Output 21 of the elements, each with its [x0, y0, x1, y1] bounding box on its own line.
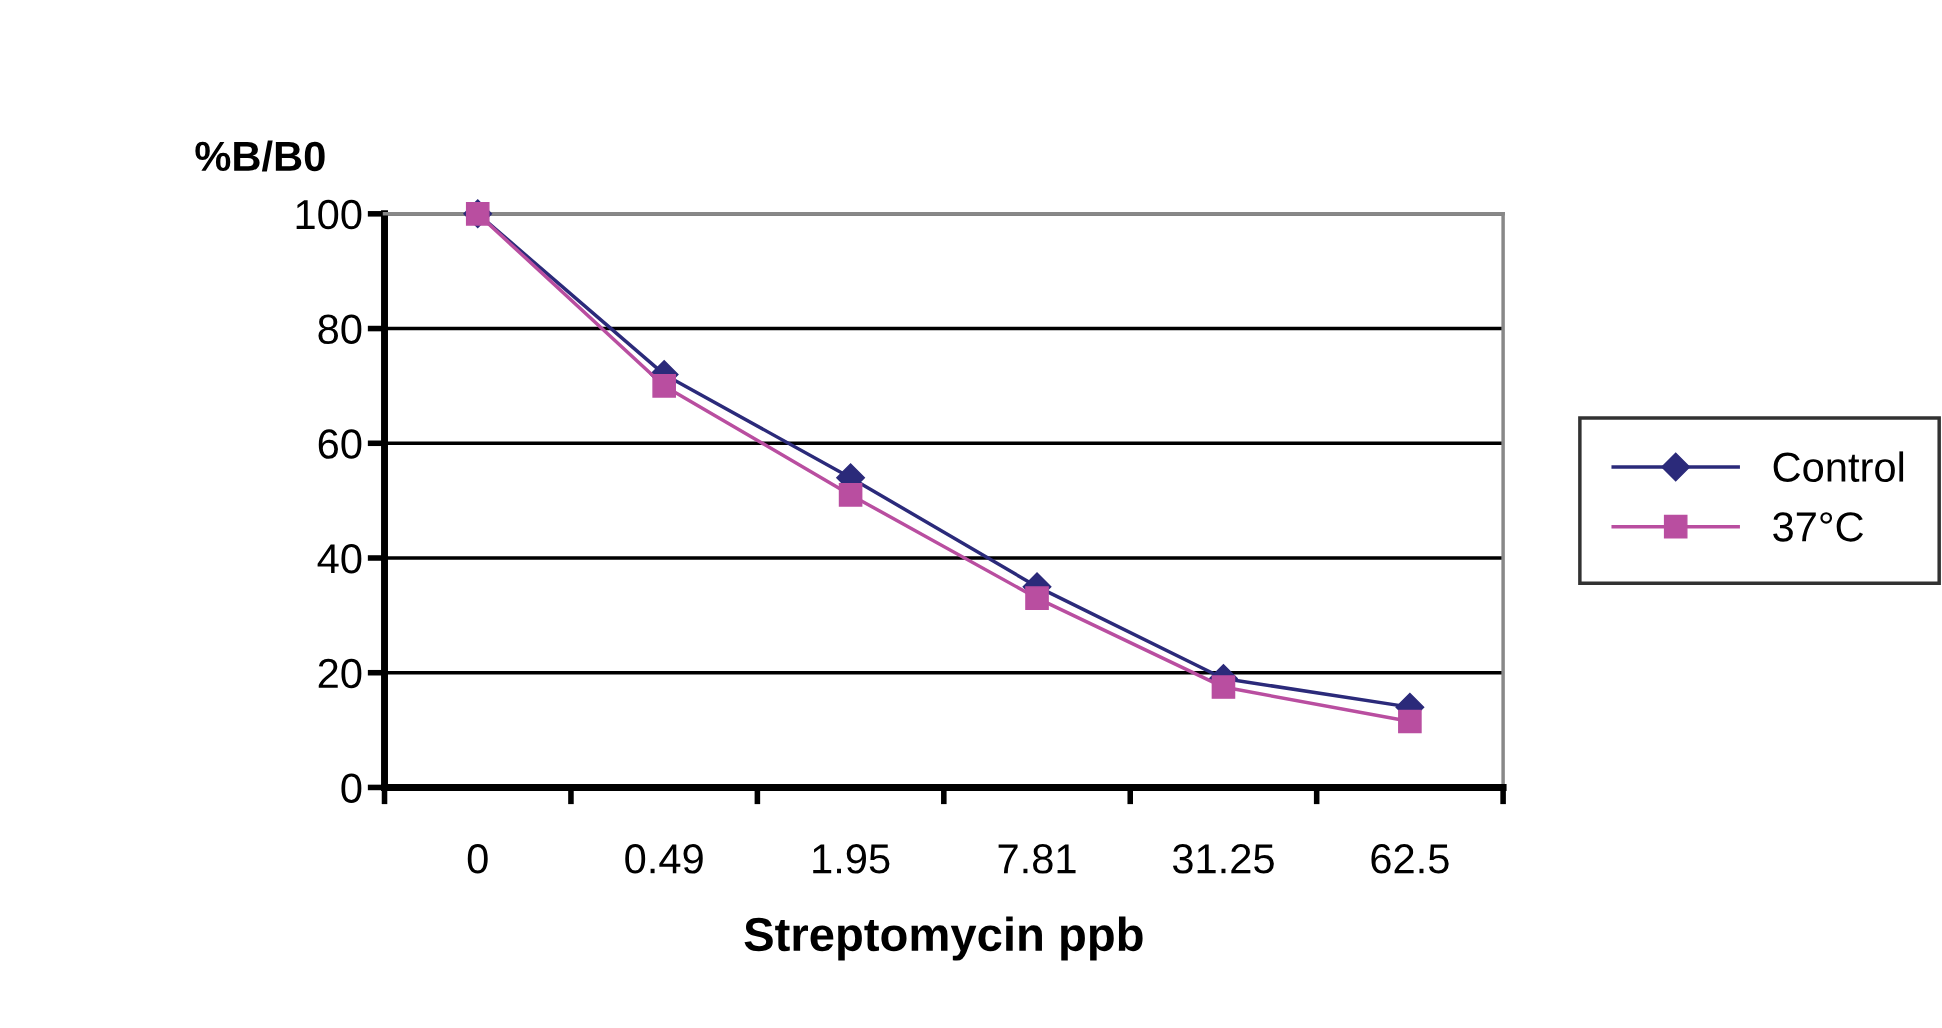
point — [1211, 675, 1236, 699]
x-tick-label: 7.81 — [998, 844, 1076, 874]
x-tick-label: 0.49 — [625, 844, 703, 874]
point — [652, 374, 676, 398]
y-tick-label: 100 — [296, 199, 362, 230]
x-tick-label: 0 — [467, 844, 488, 874]
legend-label: 37°C — [1773, 512, 1864, 542]
x-tick-label: 31.25 — [1172, 844, 1274, 874]
point — [838, 483, 863, 507]
y-axis-title: %B/B0 — [195, 140, 325, 172]
y-tick-label: 60 — [318, 429, 362, 459]
y-tick-label: 0 — [341, 773, 362, 803]
legend-label: Control — [1773, 451, 1904, 482]
point — [1398, 709, 1422, 734]
point — [1025, 586, 1049, 610]
x-tick-label: 62.5 — [1371, 844, 1449, 874]
y-tick-label: 80 — [318, 314, 362, 345]
x-axis-title: Streptomycin ppb — [744, 916, 1143, 961]
y-tick-label: 20 — [318, 658, 362, 689]
x-tick-label: 1.95 — [813, 844, 890, 874]
y-tick-label: 40 — [317, 544, 362, 574]
